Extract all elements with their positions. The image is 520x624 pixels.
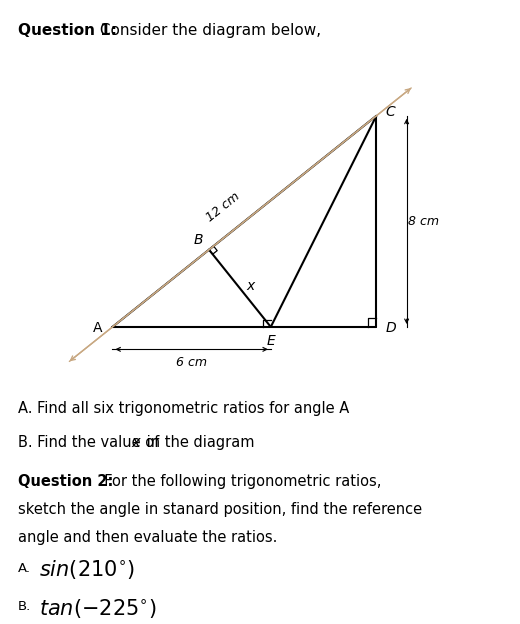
Text: E: E bbox=[266, 334, 275, 348]
Text: A.: A. bbox=[18, 562, 31, 575]
Text: in the diagram: in the diagram bbox=[142, 435, 254, 450]
Text: For the following trigonometric ratios,: For the following trigonometric ratios, bbox=[95, 474, 382, 489]
Text: x: x bbox=[132, 435, 140, 450]
Text: A. Find all six trigonometric ratios for angle A: A. Find all six trigonometric ratios for… bbox=[18, 401, 349, 416]
Text: angle and then evaluate the ratios.: angle and then evaluate the ratios. bbox=[18, 530, 278, 545]
Text: B.: B. bbox=[18, 600, 31, 613]
Text: 8 cm: 8 cm bbox=[408, 215, 439, 228]
Text: B: B bbox=[193, 233, 203, 246]
Text: Consider the diagram below,: Consider the diagram below, bbox=[95, 23, 321, 38]
Text: Question 2:: Question 2: bbox=[18, 474, 113, 489]
Text: 6 cm: 6 cm bbox=[176, 356, 207, 369]
Text: B. Find the value of: B. Find the value of bbox=[18, 435, 164, 450]
Text: sketch the angle in stanard position, find the reference: sketch the angle in stanard position, fi… bbox=[18, 502, 422, 517]
Text: C: C bbox=[385, 105, 395, 119]
Text: A: A bbox=[93, 321, 103, 335]
Text: 12 cm: 12 cm bbox=[204, 190, 243, 224]
Text: x: x bbox=[247, 279, 255, 293]
Text: $sin(210^{\circ})$: $sin(210^{\circ})$ bbox=[39, 558, 135, 582]
Text: D: D bbox=[385, 321, 396, 335]
Text: $tan(-225^{\circ})$: $tan(-225^{\circ})$ bbox=[39, 597, 157, 620]
Text: Question 1:: Question 1: bbox=[18, 23, 117, 38]
